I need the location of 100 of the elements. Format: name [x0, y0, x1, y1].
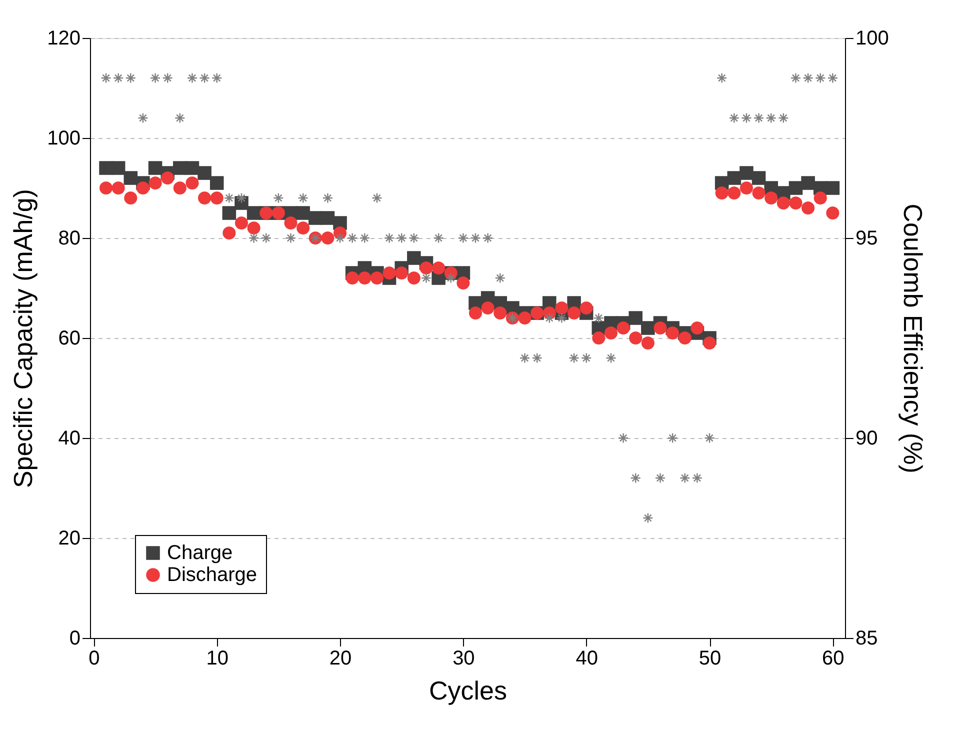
point — [680, 472, 690, 484]
point — [260, 232, 272, 244]
legend-label: Charge — [167, 542, 233, 564]
point — [470, 232, 481, 244]
point — [222, 206, 236, 220]
point — [407, 251, 421, 265]
point — [248, 232, 260, 244]
point — [753, 112, 764, 124]
point — [370, 271, 384, 285]
point — [284, 216, 298, 230]
point — [199, 72, 210, 84]
point — [616, 321, 630, 335]
point — [618, 432, 629, 444]
point — [481, 301, 494, 315]
x-tick-label: 50 — [698, 648, 722, 670]
point — [802, 201, 815, 215]
point — [99, 181, 113, 195]
point — [347, 232, 358, 244]
point — [273, 192, 284, 204]
point — [468, 306, 482, 320]
y2-tick-label: 100 — [856, 28, 889, 50]
point — [322, 192, 334, 204]
point — [580, 301, 593, 315]
point — [628, 311, 643, 325]
point — [544, 312, 555, 324]
point — [112, 181, 125, 195]
point — [446, 272, 456, 284]
point — [606, 352, 616, 364]
point — [334, 232, 346, 244]
point — [666, 326, 680, 340]
point — [224, 192, 235, 204]
point — [604, 326, 618, 340]
point — [372, 192, 382, 204]
y-tick-label: 60 — [58, 328, 80, 350]
point — [482, 232, 494, 244]
point — [138, 112, 148, 124]
point — [568, 306, 581, 320]
point — [296, 206, 310, 220]
point — [778, 112, 789, 124]
point — [764, 191, 778, 205]
point — [789, 196, 802, 210]
point — [148, 176, 162, 190]
point — [678, 331, 692, 345]
x-tick-label: 10 — [206, 648, 228, 670]
point — [690, 321, 704, 335]
point — [198, 166, 212, 180]
point — [210, 191, 224, 205]
point — [162, 72, 173, 84]
y2-axis-title: Coulomb Efficiency (%) — [898, 204, 928, 474]
point — [814, 191, 827, 205]
y-tick-label: 40 — [58, 428, 80, 450]
legend-label: Discharge — [167, 564, 258, 586]
point — [173, 181, 186, 195]
point — [776, 196, 790, 210]
point — [346, 271, 359, 285]
point — [592, 331, 606, 345]
y2-tick-label: 85 — [856, 628, 878, 650]
point — [432, 261, 446, 275]
point — [222, 226, 236, 240]
point — [112, 72, 124, 84]
point — [358, 271, 372, 285]
point — [100, 72, 112, 84]
point — [581, 352, 592, 364]
point — [161, 171, 174, 185]
point — [148, 161, 162, 175]
point — [740, 181, 753, 195]
y2-tick-label: 90 — [856, 428, 878, 450]
point — [433, 232, 444, 244]
point — [556, 312, 568, 324]
point — [704, 432, 715, 444]
point — [654, 321, 667, 335]
point — [752, 171, 766, 185]
point — [494, 272, 506, 284]
x-tick-label: 20 — [329, 648, 352, 670]
point — [801, 176, 815, 190]
point — [641, 336, 654, 350]
x-tick-label: 60 — [822, 648, 844, 670]
point — [407, 271, 420, 285]
point — [815, 72, 826, 84]
point — [716, 72, 728, 84]
point — [198, 191, 212, 205]
point — [555, 301, 568, 315]
point — [728, 186, 741, 200]
y-axis-title: Specific Capacity (mAh/g) — [8, 188, 38, 488]
point — [728, 112, 740, 124]
point — [593, 312, 604, 324]
point — [420, 272, 432, 284]
point — [212, 72, 222, 84]
point — [285, 232, 296, 244]
point — [236, 192, 247, 204]
point — [568, 352, 580, 364]
point — [298, 192, 308, 204]
point — [296, 221, 310, 235]
point — [111, 161, 126, 175]
point — [234, 216, 248, 230]
point — [408, 232, 420, 244]
point — [715, 186, 728, 200]
point — [827, 72, 838, 84]
y-tick-label: 0 — [69, 628, 80, 650]
point — [741, 112, 752, 124]
